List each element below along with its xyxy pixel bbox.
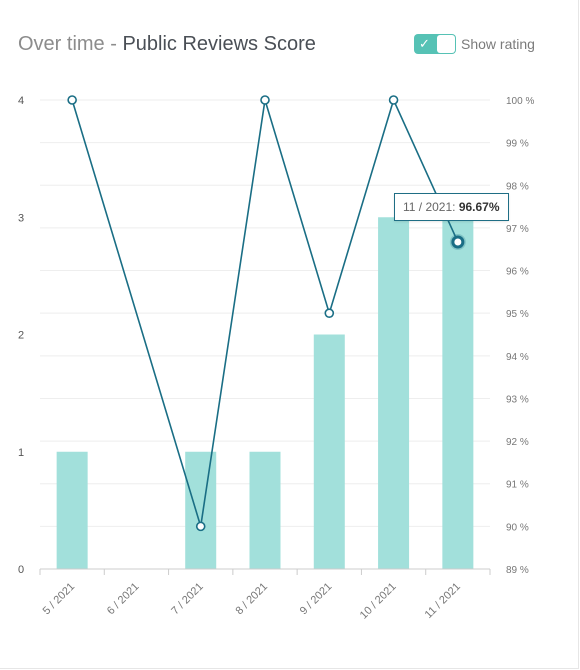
line-point-highlight [451, 235, 465, 249]
x-tick-label: 9 / 2021 [298, 581, 335, 618]
show-rating-toggle[interactable]: ✓ Show rating [414, 34, 535, 54]
x-tick-label: 11 / 2021 [423, 581, 463, 621]
y-tick-right: 89 % [506, 565, 529, 576]
y-tick-right: 91 % [506, 480, 529, 491]
y-tick-right: 95 % [506, 309, 529, 320]
y-tick-right: 100 % [506, 96, 534, 107]
tooltip-value: 96.67% [458, 200, 500, 214]
line-point [324, 308, 335, 318]
bar [185, 451, 217, 569]
y-tick-left: 1 [18, 447, 24, 459]
toggle-switch[interactable]: ✓ [414, 34, 456, 54]
y-tick-right: 94 % [506, 352, 529, 363]
x-tick-label: 6 / 2021 [105, 581, 142, 618]
bar [442, 217, 474, 569]
y-tick-right: 92 % [506, 437, 529, 448]
y-tick-right: 98 % [506, 181, 529, 192]
toggle-knob [437, 35, 455, 53]
y-tick-left: 2 [18, 330, 24, 342]
line-point [195, 521, 206, 532]
y-tick-right: 93 % [506, 394, 529, 405]
toggle-label: Show rating [461, 36, 535, 52]
bar [378, 217, 410, 569]
bar [249, 451, 281, 569]
line-point [260, 95, 270, 105]
y-tick-right: 99 % [506, 139, 529, 150]
bar [313, 334, 345, 569]
title-prefix: Over time - [18, 33, 123, 55]
line-point [388, 95, 399, 105]
y-tick-right: 97 % [506, 224, 529, 235]
line-point [67, 95, 77, 105]
title-main: Public Reviews Score [122, 33, 316, 55]
y-tick-right: 90 % [506, 522, 529, 533]
chart-title: Over time - Public Reviews Score [18, 33, 316, 56]
y-tick-right: 96 % [506, 267, 529, 278]
rating-line [71, 97, 459, 527]
y-tick-left: 4 [18, 95, 24, 107]
x-tick-label: 5 / 2021 [41, 581, 78, 618]
x-tick-label: 7 / 2021 [169, 581, 206, 618]
y-tick-left: 0 [18, 564, 24, 576]
y-tick-left: 3 [18, 212, 24, 224]
checkmark-icon: ✓ [419, 36, 430, 51]
x-tick-label: 10 / 2021 [358, 581, 399, 622]
chart-tooltip: 11 / 2021: 96.67% [394, 193, 509, 221]
bar [56, 451, 88, 569]
tooltip-label: 11 / 2021: [403, 200, 459, 214]
x-tick-label: 8 / 2021 [234, 581, 271, 618]
